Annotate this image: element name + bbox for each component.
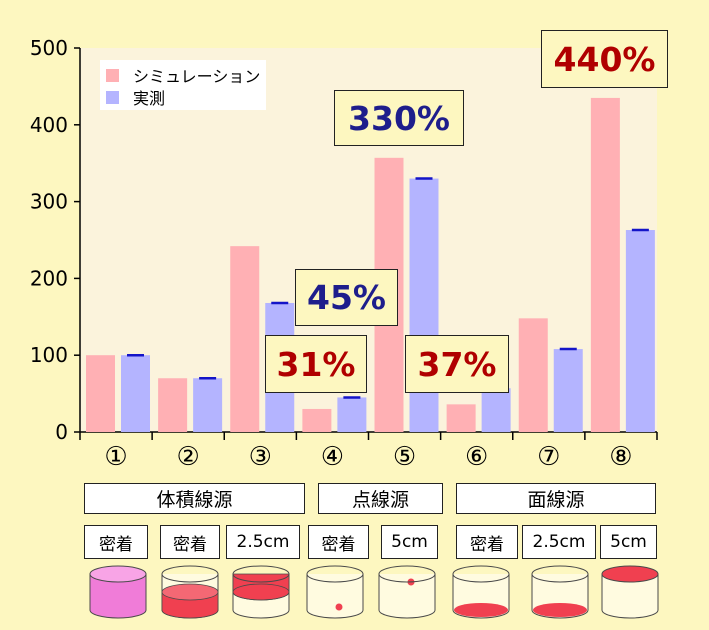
- condition-label-1: 密着: [84, 525, 148, 559]
- bar-simulation-1: [86, 355, 115, 432]
- group-label-volume-source: 体積線源: [84, 483, 305, 514]
- y-tick-label-4: 400: [30, 113, 68, 137]
- bar-measured-5: [409, 178, 439, 432]
- cylinder-icons: [89, 565, 659, 619]
- cylinder-icon-5-rim: [378, 565, 436, 583]
- category-label-1: ①: [104, 442, 127, 472]
- cylinder-icon-5-body: [378, 574, 436, 619]
- condition-label-6: 密着: [456, 525, 518, 559]
- bar-measured-1: [121, 355, 150, 432]
- cylinder-icon-2-fill-top: [161, 583, 219, 601]
- condition-label-5: 5cm: [381, 525, 438, 559]
- category-label-8: ⑧: [609, 442, 632, 472]
- bar-measured-8: [625, 230, 655, 432]
- category-label-5: ⑤: [393, 442, 416, 472]
- annotation-45: 45%: [295, 269, 398, 326]
- cylinder-icon-3-rim: [232, 565, 290, 583]
- condition-label-4: 密着: [308, 525, 369, 559]
- y-tick-label-1: 100: [30, 343, 68, 367]
- legend-swatch-simulation: [106, 68, 119, 82]
- category-label-3: ③: [249, 442, 272, 472]
- legend-swatch-measured: [106, 90, 119, 104]
- cylinder-icon-1-body: [89, 573, 147, 619]
- y-tick-label-2: 200: [30, 266, 68, 290]
- annotation-31: 31%: [265, 335, 367, 393]
- bar-measured-4: [337, 397, 367, 432]
- cylinder-icon-8-rim: [601, 565, 659, 583]
- condition-label-3: 2.5cm: [226, 525, 300, 559]
- cylinder-icon-4-body: [306, 574, 364, 619]
- annotation-440: 440%: [541, 30, 668, 88]
- bar-simulation-3: [230, 246, 260, 432]
- cylinder-icon-4-point: [335, 603, 343, 611]
- y-tick-label-3: 300: [30, 190, 68, 214]
- category-label-7: ⑦: [537, 442, 560, 472]
- cylinder-icon-3-fill: [232, 573, 290, 601]
- bar-measured-6: [481, 388, 511, 432]
- y-tick-label-0: 0: [55, 420, 68, 444]
- group-label-point-source: 点線源: [318, 483, 443, 514]
- bar-simulation-2: [158, 378, 188, 432]
- category-label-4: ④: [321, 442, 344, 472]
- condition-label-7: 2.5cm: [522, 525, 596, 559]
- cylinder-icon-8-body: [601, 574, 659, 619]
- annotation-330: 330%: [334, 90, 464, 146]
- annotation-37: 37%: [405, 335, 509, 393]
- y-tick-label-5: 500: [30, 36, 68, 60]
- category-label-6: ⑥: [465, 442, 488, 472]
- cylinder-icon-1-top: [89, 565, 147, 583]
- condition-label-8: 5cm: [600, 525, 657, 559]
- bar-measured-7: [553, 349, 583, 432]
- legend-label-simulation: シミュレーション: [133, 67, 261, 86]
- legend-item-simulation: シミュレーション: [106, 64, 260, 86]
- cylinder-icon-8-area: [602, 566, 658, 582]
- bar-measured-2: [193, 378, 223, 432]
- cylinder-icon-7-rim: [531, 565, 589, 583]
- category-label-2: ②: [177, 442, 200, 472]
- group-label-area-source: 面線源: [456, 483, 656, 514]
- legend-item-measured: 実測: [106, 86, 260, 108]
- bar-simulation-4: [302, 408, 332, 432]
- cylinder-icon-7-area: [533, 603, 587, 617]
- cylinder-icon-6-rim: [452, 565, 510, 583]
- bar-simulation-7: [518, 318, 548, 432]
- bar-simulation-8: [590, 97, 620, 433]
- bar-simulation-6: [446, 404, 476, 432]
- cylinder-icon-2-rim: [161, 565, 219, 583]
- legend: シミュレーション 実測: [100, 60, 267, 110]
- cylinder-icon-6-area: [454, 603, 508, 617]
- cylinder-icon-4-rim: [306, 565, 364, 583]
- legend-label-measured: 実測: [133, 89, 166, 108]
- condition-label-2: 密着: [160, 525, 220, 559]
- cylinder-icon-3-fill-mid: [232, 583, 290, 601]
